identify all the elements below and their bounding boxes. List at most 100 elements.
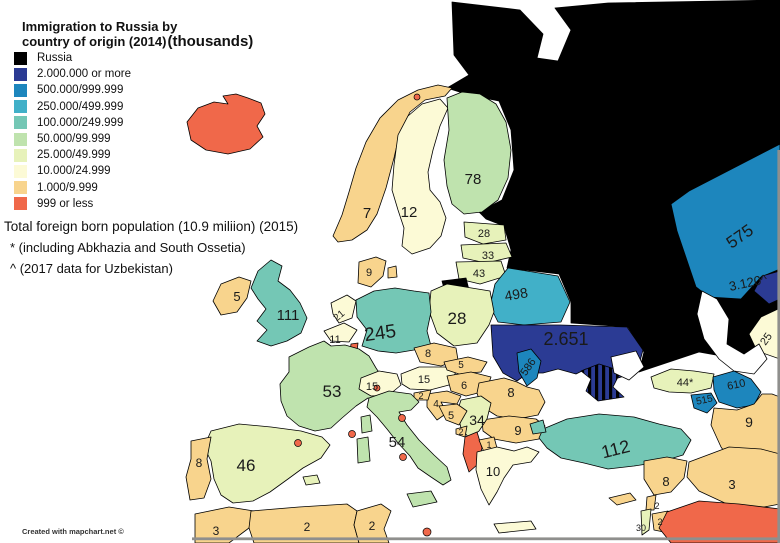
label-germany: 245 xyxy=(363,321,397,346)
legend-label-b250: 250.000/499.999 xyxy=(37,100,124,113)
country-slovakia[interactable] xyxy=(443,356,488,375)
country-vatican-city[interactable] xyxy=(399,453,407,461)
map-legend: Russia 2.000.000 or more 500.000/999.999 25… xyxy=(14,50,131,212)
country-portugal[interactable] xyxy=(185,436,212,501)
country-uzbekistan[interactable] xyxy=(753,270,780,305)
country-georgia[interactable] xyxy=(650,368,715,394)
country-finland[interactable] xyxy=(443,91,512,215)
legend-swatch-b2000 xyxy=(14,67,27,81)
country-spain[interactable] xyxy=(203,423,331,504)
label-lebanon: 2 xyxy=(654,501,659,511)
country-cyprus[interactable] xyxy=(608,492,637,506)
country-syria[interactable] xyxy=(643,456,688,496)
country-lebanon[interactable] xyxy=(645,494,657,511)
label-sweden: 12 xyxy=(401,204,418,221)
country-crimea[interactable] xyxy=(580,363,625,402)
note-asterisk: * (including Abkhazia and South Ossetia) xyxy=(10,240,246,255)
country-saudi-arabia[interactable] xyxy=(658,500,780,543)
legend-item-b250: 250.000/499.999 xyxy=(14,99,131,115)
label-ireland: 5 xyxy=(233,289,240,304)
legend-swatch-r0 xyxy=(14,197,27,211)
country-san-marino[interactable] xyxy=(398,414,406,422)
label-lithuania: 43 xyxy=(473,268,485,280)
country-belarus[interactable] xyxy=(489,267,571,326)
legend-item-b500: 500.000/999.999 xyxy=(14,82,131,98)
label-jordan: 2 xyxy=(657,517,662,527)
country-iceland[interactable] xyxy=(186,93,266,155)
country-denmark[interactable] xyxy=(357,256,398,288)
country-estonia[interactable] xyxy=(463,221,507,245)
label-iraq: 3 xyxy=(728,477,735,492)
country-uk[interactable] xyxy=(250,259,308,347)
label-norway: 7 xyxy=(363,205,371,222)
legend-label-g25: 25.000/49.999 xyxy=(37,149,111,162)
label-ukraine: 2.651 xyxy=(543,329,588,349)
country-lithuania[interactable] xyxy=(455,260,507,285)
label-belgium: 11 xyxy=(329,334,340,346)
label-georgia: 44* xyxy=(677,377,694,389)
map-title: Immigration to Russia by country of orig… xyxy=(22,19,253,49)
country-bulgaria[interactable] xyxy=(481,415,546,444)
legend-swatch-g25 xyxy=(14,148,27,162)
country-bosnia[interactable] xyxy=(438,403,468,426)
label-israel: 30 xyxy=(636,523,646,533)
legend-label-russia: Russia xyxy=(37,52,73,65)
label-montenegro: 2 xyxy=(458,427,463,437)
country-thrace[interactable] xyxy=(529,419,547,435)
map-title-line2: country of origin (2014) xyxy=(22,34,167,49)
legend-label-b500: 500.000/999.999 xyxy=(37,84,124,97)
country-sicily[interactable] xyxy=(406,490,438,508)
legend-label-g50: 50.000/99.999 xyxy=(37,133,111,146)
country-poland[interactable] xyxy=(428,283,495,347)
label-macedonia: 1 xyxy=(486,440,491,450)
label-tunisia: 2 xyxy=(369,519,376,533)
country-jan-mayen[interactable] xyxy=(413,93,421,101)
label-turkmenistan: 25 xyxy=(758,331,775,348)
country-armenia[interactable] xyxy=(690,392,718,414)
country-belgium[interactable] xyxy=(323,322,358,343)
note-total-population: Total foreign born population (10.9 mili… xyxy=(4,219,299,234)
country-switzerland[interactable] xyxy=(358,370,402,397)
label-spain: 46 xyxy=(237,456,256,475)
country-israel[interactable] xyxy=(640,508,652,536)
country-moldova[interactable] xyxy=(516,348,542,387)
country-monaco[interactable] xyxy=(348,430,356,438)
map-frame-right xyxy=(777,150,780,543)
country-kazakhstan[interactable] xyxy=(670,143,780,300)
legend-item-y10: 10.000/24.999 xyxy=(14,163,131,179)
legend-item-b2000: 2.000.000 or more xyxy=(14,66,131,82)
country-iraq[interactable] xyxy=(686,446,780,510)
country-sardinia[interactable] xyxy=(356,436,371,464)
country-greece[interactable] xyxy=(475,446,540,506)
label-algeria: 2 xyxy=(304,520,311,534)
country-malta[interactable] xyxy=(422,527,432,537)
country-balearic-islands[interactable] xyxy=(302,474,321,486)
label-france: 53 xyxy=(323,382,342,401)
country-italy[interactable] xyxy=(366,390,452,486)
country-latvia[interactable] xyxy=(460,242,513,264)
country-sweden[interactable] xyxy=(391,98,449,255)
country-crete[interactable] xyxy=(493,520,537,534)
sea-of-azov xyxy=(610,350,645,381)
label-serbia: 34 xyxy=(469,412,485,428)
country-corsica[interactable] xyxy=(360,414,373,434)
country-liechtenstein[interactable] xyxy=(373,384,381,392)
label-greece: 10 xyxy=(486,464,500,479)
label-uk: 111 xyxy=(277,307,300,324)
label-belarus: 498 xyxy=(503,284,529,304)
country-netherlands[interactable] xyxy=(330,294,357,324)
country-andorra[interactable] xyxy=(294,439,302,447)
label-romania: 8 xyxy=(507,385,514,400)
country-ireland[interactable] xyxy=(212,276,252,316)
legend-label-r0: 999 or less xyxy=(37,197,94,210)
country-norway[interactable] xyxy=(332,84,453,243)
country-tunisia[interactable] xyxy=(353,503,392,543)
label-finland: 78 xyxy=(465,171,482,188)
map-frame-bottom xyxy=(192,537,780,541)
country-croatia[interactable] xyxy=(426,390,462,421)
legend-swatch-y10 xyxy=(14,164,27,178)
legend-item-t1: 1.000/9.999 xyxy=(14,180,131,196)
label-croatia: 4 xyxy=(433,399,439,410)
map-title-units: (thousands) xyxy=(167,33,254,50)
